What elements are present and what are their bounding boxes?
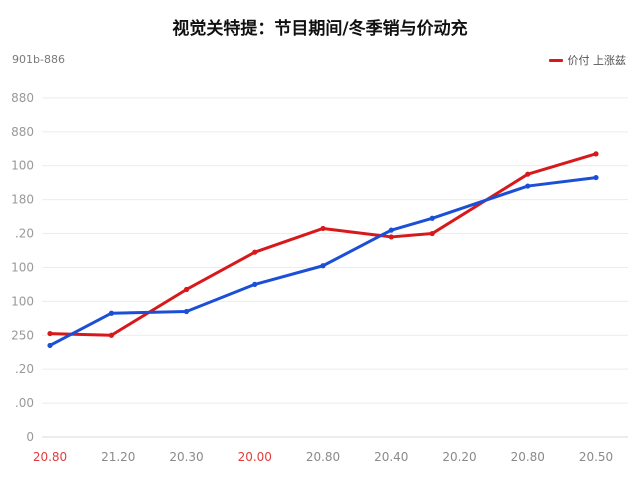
data-point	[429, 230, 435, 237]
data-point	[593, 174, 599, 181]
y-tick-label: 880	[11, 125, 34, 139]
chart-title: 视觉关特提：节目期间/冬季销与价动充	[172, 19, 468, 39]
series-line-1	[48, 176, 598, 347]
data-point	[47, 330, 53, 337]
data-point	[183, 286, 190, 293]
data-point	[429, 215, 435, 221]
y-tick-label: 0	[26, 430, 34, 444]
data-point	[388, 227, 394, 233]
y-tick-label: 100	[11, 260, 34, 274]
y-tick-label: 180	[11, 193, 34, 207]
data-point	[593, 151, 599, 157]
x-tick-label: 20.80	[33, 450, 67, 464]
x-tick-label: 20.50	[579, 450, 613, 464]
y-axis-unit-label: 901b-886	[12, 53, 65, 66]
data-point	[47, 342, 53, 349]
data-point	[252, 249, 258, 255]
data-point	[525, 171, 531, 177]
y-tick-label: .20	[15, 227, 34, 241]
x-tick-label: 20.00	[238, 450, 272, 464]
data-point	[320, 225, 326, 232]
data-point	[183, 308, 190, 315]
x-tick-label: 21.20	[101, 450, 135, 464]
x-tick-label: 20.30	[169, 450, 203, 464]
data-point	[320, 263, 326, 269]
data-point	[252, 281, 258, 288]
legend-label: 价付 上涨兹	[567, 54, 627, 67]
y-tick-label: .00	[15, 396, 34, 410]
x-tick-label: 20.20	[442, 450, 476, 464]
y-tick-label: 100	[11, 294, 34, 308]
data-point	[108, 310, 115, 316]
data-point	[388, 234, 394, 240]
x-tick-label: 20.80	[306, 450, 340, 464]
x-tick-label: 20.40	[374, 450, 408, 464]
y-tick-label: .20	[15, 362, 34, 376]
y-tick-label: 250	[11, 328, 34, 342]
y-tick-label: 100	[11, 159, 34, 173]
data-point	[525, 183, 531, 189]
legend[interactable]: 价付 上涨兹	[548, 52, 627, 68]
data-point	[108, 332, 115, 338]
series-line-0	[48, 152, 598, 337]
legend-line-swatch	[548, 58, 563, 62]
y-tick-label: 880	[11, 91, 34, 105]
x-tick-label: 20.80	[511, 450, 545, 464]
